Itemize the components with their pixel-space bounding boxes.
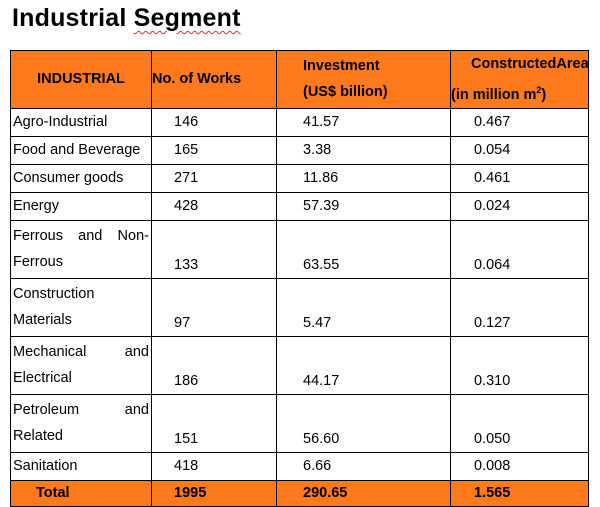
row-name-line2: Electrical [13,370,72,387]
table-total-row: Total 1995 290.65 1.565 [10,479,589,507]
row-investment: 6.66 [276,451,451,481]
row-name: Ferrous and Non- Ferrous [10,219,152,279]
table-row: Food and Beverage 165 3.38 0.054 [10,135,589,165]
row-name-line1: Construction [13,286,95,303]
row-name-line2: Ferrous [13,254,63,271]
table-row: Sanitation 418 6.66 0.008 [10,451,589,481]
header-area-word2: Area [556,56,589,72]
table-row: Construction Materials 97 5.47 0.127 [10,277,589,337]
row-investment: 56.60 [276,393,451,453]
header-industrial: INDUSTRIAL [10,50,152,109]
row-area: 0.008 [450,451,589,481]
row-name-part: Non- [117,228,149,245]
row-works: 133 [151,219,277,279]
header-area-unit: (in million m [451,86,537,103]
row-area: 0.127 [450,277,589,337]
table-row: Energy 428 57.39 0.024 [10,191,589,221]
row-works: 428 [151,191,277,221]
row-works: 151 [151,393,277,453]
row-works: 186 [151,335,277,395]
row-area: 0.467 [450,107,589,137]
row-area: 0.054 [450,135,589,165]
row-area: 0.461 [450,163,589,193]
header-area-sup: 2 [536,85,542,95]
row-investment: 41.57 [276,107,451,137]
row-works: 165 [151,135,277,165]
row-works: 271 [151,163,277,193]
row-name-part: and [78,228,103,245]
header-works: No. of Works [151,50,277,109]
row-name: Consumer goods [10,163,152,193]
row-name-line2: Related [13,428,63,445]
total-works: 1995 [151,479,277,507]
row-works: 146 [151,107,277,137]
title-word-industrial: Industrial [12,4,127,32]
table-header-row: INDUSTRIAL No. of Works Investment (US$ … [10,50,589,109]
table-row: Mechanical and Electrical 186 44.17 0.310 [10,335,589,395]
row-investment: 3.38 [276,135,451,165]
header-investment-line1: Investment [303,58,380,75]
total-investment: 290.65 [276,479,451,507]
table-row: Agro-Industrial 146 41.57 0.467 [10,107,589,137]
row-investment: 57.39 [276,191,451,221]
row-investment: 63.55 [276,219,451,279]
row-name-line2: Materials [13,312,72,329]
row-area: 0.064 [450,219,589,279]
row-name-part: Petroleum [13,402,80,419]
row-works: 418 [151,451,277,481]
header-area: Constructed Area (in million m2) [450,50,589,109]
row-works: 97 [151,277,277,337]
row-name: Construction Materials [10,277,152,337]
row-area: 0.310 [450,335,589,395]
row-area: 0.050 [450,393,589,453]
page-title: Industrial Segment [12,4,241,33]
row-name: Sanitation [10,451,152,481]
row-name: Mechanical and Electrical [10,335,152,395]
header-investment-line2: (US$ billion) [303,84,388,101]
row-name: Petroleum and Related [10,393,152,453]
row-investment: 44.17 [276,335,451,395]
row-name-part: Ferrous [13,228,63,245]
total-area: 1.565 [450,479,589,507]
row-area: 0.024 [450,191,589,221]
total-label: Total [10,479,152,507]
header-area-close: ) [541,86,547,103]
row-investment: 5.47 [276,277,451,337]
header-investment: Investment (US$ billion) [276,50,451,109]
header-area-line2: (in million m2) [451,77,588,108]
row-name-part: Mechanical [13,344,87,361]
industrial-segment-table: INDUSTRIAL No. of Works Investment (US$ … [10,50,589,507]
title-word-segment: Segment [133,4,241,32]
header-area-word1: Constructed [471,56,557,72]
row-investment: 11.86 [276,163,451,193]
row-name-part: and [124,344,149,361]
row-name: Energy [10,191,152,221]
table-row: Consumer goods 271 11.86 0.461 [10,163,589,193]
row-name-part: and [124,402,149,419]
row-name: Agro-Industrial [10,107,152,137]
table-row: Petroleum and Related 151 56.60 0.050 [10,393,589,453]
row-name: Food and Beverage [10,135,152,165]
table-row: Ferrous and Non- Ferrous 133 63.55 0.064 [10,219,589,279]
